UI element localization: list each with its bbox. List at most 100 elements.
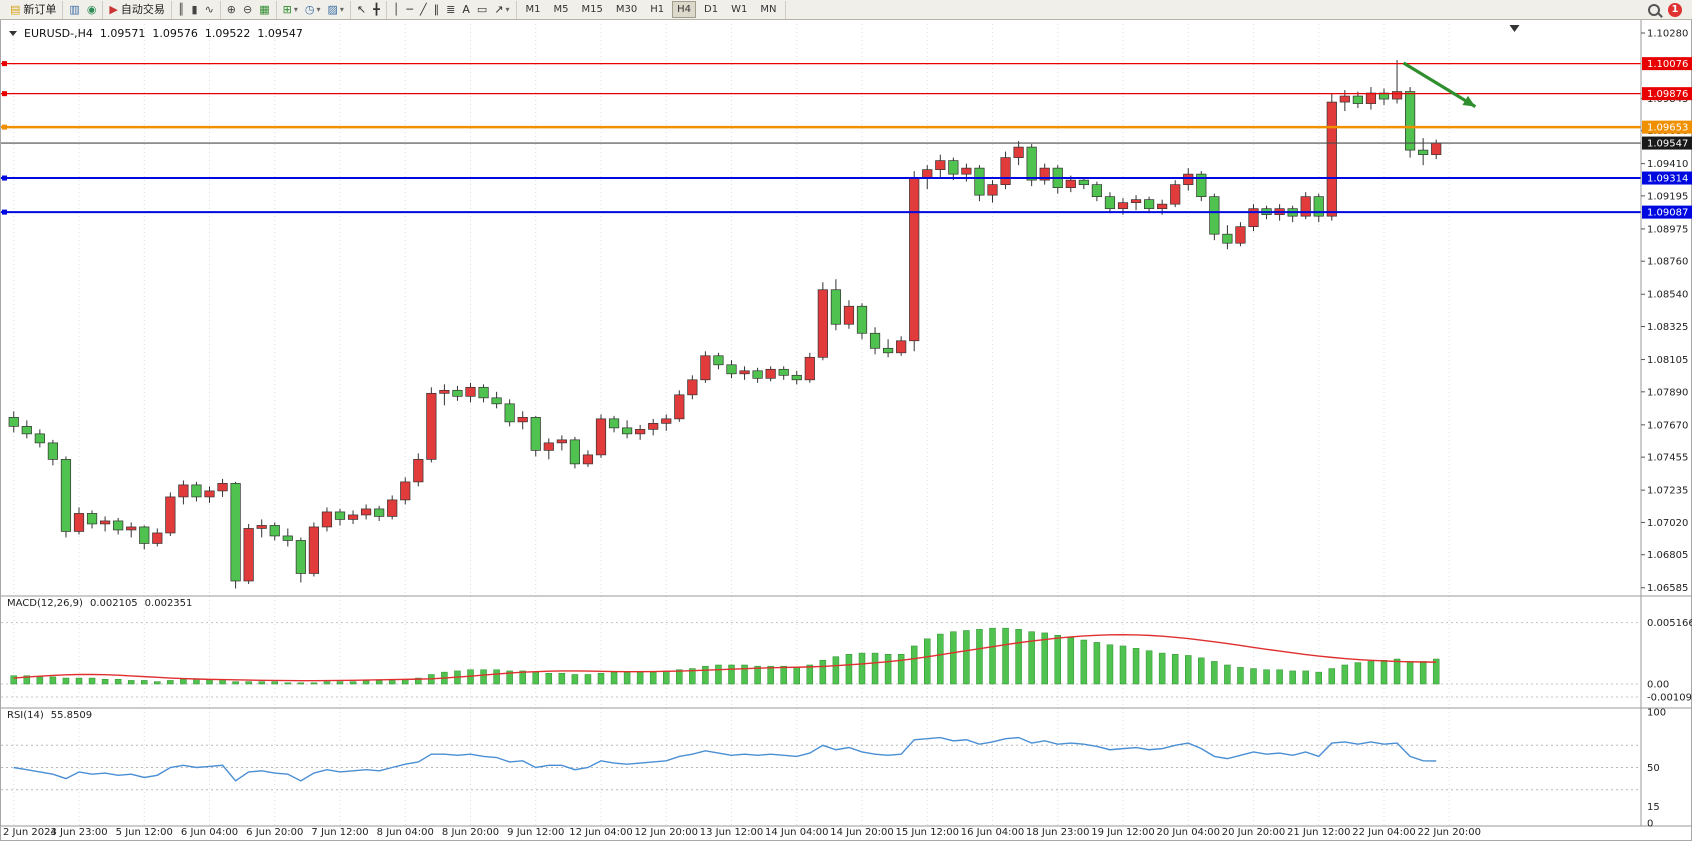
profile-button[interactable]: ◉ <box>85 4 99 15</box>
profile-icon: ◉ <box>86 3 97 16</box>
candle <box>1130 195 1142 211</box>
support-line-1[interactable] <box>1 175 1641 181</box>
line-handle[interactable] <box>2 175 7 181</box>
support-line-2[interactable] <box>1 209 1641 215</box>
candle <box>687 375 698 400</box>
dropdown-arrow-icon[interactable]: ▾ <box>293 4 298 14</box>
resistance-line-1[interactable] <box>1 61 1641 67</box>
candle <box>830 279 842 331</box>
new-chart-button[interactable]: ▥ <box>67 4 81 15</box>
candle <box>374 505 385 521</box>
candle <box>1209 193 1220 241</box>
macd-signal-line <box>13 633 1437 682</box>
timeframe-m5-button[interactable]: M5 <box>553 4 569 15</box>
svg-text:22 Jun 04:00: 22 Jun 04:00 <box>1352 827 1416 838</box>
trendline-button[interactable]: ╱ <box>418 4 429 15</box>
candle <box>465 382 476 403</box>
line-handle[interactable] <box>2 124 7 130</box>
candlestick-chart-type-button[interactable]: ▮ <box>190 4 200 15</box>
svg-text:1.07235: 1.07235 <box>1647 486 1688 497</box>
timeframe-mn-button[interactable]: MN <box>760 4 777 15</box>
macd-indicator-name: MACD(12,26,9) <box>7 598 83 609</box>
candle <box>530 415 541 457</box>
line-handle[interactable] <box>2 209 7 215</box>
svg-text:14 Jun 20:00: 14 Jun 20:00 <box>830 827 894 838</box>
chart-shift-marker[interactable] <box>1509 25 1520 32</box>
svg-text:13 Jun 12:00: 13 Jun 12:00 <box>700 827 764 838</box>
candle <box>648 418 659 436</box>
text-button[interactable]: A <box>460 4 472 15</box>
horizontal-line-button[interactable]: ─ <box>404 4 415 15</box>
price-axis[interactable]: 1.102801.098451.096301.094101.091951.089… <box>1641 29 1692 595</box>
line-chart-icon: ∿ <box>204 3 214 16</box>
toolbar-group: ║ ▮ ∿ <box>172 0 221 19</box>
dropdown-arrow-icon[interactable]: ▾ <box>316 4 321 14</box>
candle <box>1039 163 1050 185</box>
templates-button[interactable]: ▨ ▾ <box>326 1 346 19</box>
line-handle[interactable] <box>2 61 7 67</box>
dropdown-arrow-icon[interactable]: ▾ <box>505 4 510 14</box>
candle <box>139 525 150 550</box>
timeframe-d1-button[interactable]: D1 <box>704 4 719 15</box>
toolbar-group: ⊞ ▾ ◷ ▾ ▨ ▾ <box>277 0 351 19</box>
vertical-line-button[interactable]: │ <box>391 4 402 15</box>
candle <box>347 510 359 524</box>
indicators-button[interactable]: ⊞ ▾ <box>281 1 300 19</box>
candle <box>791 370 802 385</box>
timeframe-m15-button[interactable]: M15 <box>581 4 603 15</box>
pane-separators <box>1 20 1692 827</box>
candle <box>217 478 228 497</box>
ohlc-open: 1.09571 <box>99 27 146 40</box>
auto-trading-button[interactable]: ▶ 自动交易 <box>107 1 166 19</box>
label-button[interactable]: ▭ <box>475 4 489 15</box>
resistance-line-2[interactable] <box>1 91 1641 97</box>
candle <box>1287 205 1298 223</box>
zoom-out-button[interactable]: ⊖ <box>241 4 254 15</box>
svg-text:100: 100 <box>1647 708 1666 719</box>
rsi-axis[interactable]: 100 50 15 0 <box>1647 708 1666 830</box>
notification-badge[interactable]: 1 <box>1668 2 1682 17</box>
line-handle[interactable] <box>2 91 7 97</box>
candle <box>1365 87 1377 110</box>
channel-button[interactable]: ∥ <box>432 4 442 15</box>
timeframe-m1-button[interactable]: M1 <box>525 4 541 15</box>
search-icon[interactable] <box>1648 3 1660 16</box>
candle <box>178 480 189 505</box>
candle <box>8 411 19 433</box>
candle <box>543 438 554 460</box>
one-click-trading-arrow-icon[interactable] <box>9 31 17 36</box>
bar-chart-type-button[interactable]: ║ <box>176 4 187 15</box>
candle <box>1235 222 1246 247</box>
candle <box>778 366 789 380</box>
timeframe-w1-button[interactable]: W1 <box>731 4 748 15</box>
pivot-line[interactable] <box>1 124 1641 130</box>
svg-text:12 Jun 04:00: 12 Jun 04:00 <box>569 827 633 838</box>
timeframe-m30-button[interactable]: M30 <box>615 4 638 15</box>
svg-text:1.09876: 1.09876 <box>1647 89 1688 100</box>
svg-text:4 Jun 23:00: 4 Jun 23:00 <box>50 827 107 838</box>
trend-arrow-annotation[interactable] <box>1402 61 1477 108</box>
candle <box>1196 171 1207 202</box>
candle <box>152 528 163 547</box>
fibonacci-button[interactable]: ≣ <box>444 4 457 15</box>
zoom-in-icon: ⊕ <box>226 3 237 16</box>
line-chart-type-button[interactable]: ∿ <box>203 4 216 15</box>
crosshair-button[interactable]: ╋ <box>371 4 382 15</box>
candle <box>674 390 685 422</box>
arrows-button[interactable]: ↗ ▾ <box>492 1 511 19</box>
timeframe-h4-button[interactable]: H4 <box>672 1 697 18</box>
dropdown-arrow-icon[interactable]: ▾ <box>339 4 344 14</box>
periods-button[interactable]: ◷ ▾ <box>303 1 323 19</box>
cursor-button[interactable]: ↖ <box>355 4 368 15</box>
main-toolbar: ▤ 新订单 ▥ ◉ ▶ 自动交易 ║ ▮ ∿ ⊕ ⊖ ▦ ⊞ ▾ ◷ ▾ ▨ ▾ ↖ ╋ │ ─ ╱ ∥ ≣ A ▭ ↗ ▾ M1 M5 M1… <box>0 0 1692 20</box>
svg-text:1.08760: 1.08760 <box>1647 257 1688 268</box>
chart-canvas[interactable]: 1.102801.098451.096301.094101.091951.089… <box>1 20 1692 841</box>
svg-text:22 Jun 20:00: 22 Jun 20:00 <box>1417 827 1481 838</box>
new-order-button[interactable]: ▤ 新订单 <box>8 1 58 19</box>
zoom-in-button[interactable]: ⊕ <box>225 4 238 15</box>
candle <box>1183 168 1194 191</box>
timeframe-h1-button[interactable]: H1 <box>650 4 665 15</box>
tile-windows-button[interactable]: ▦ <box>257 4 271 15</box>
macd-axis[interactable]: 0.005166 0.00 -0.001095 <box>1647 618 1692 703</box>
